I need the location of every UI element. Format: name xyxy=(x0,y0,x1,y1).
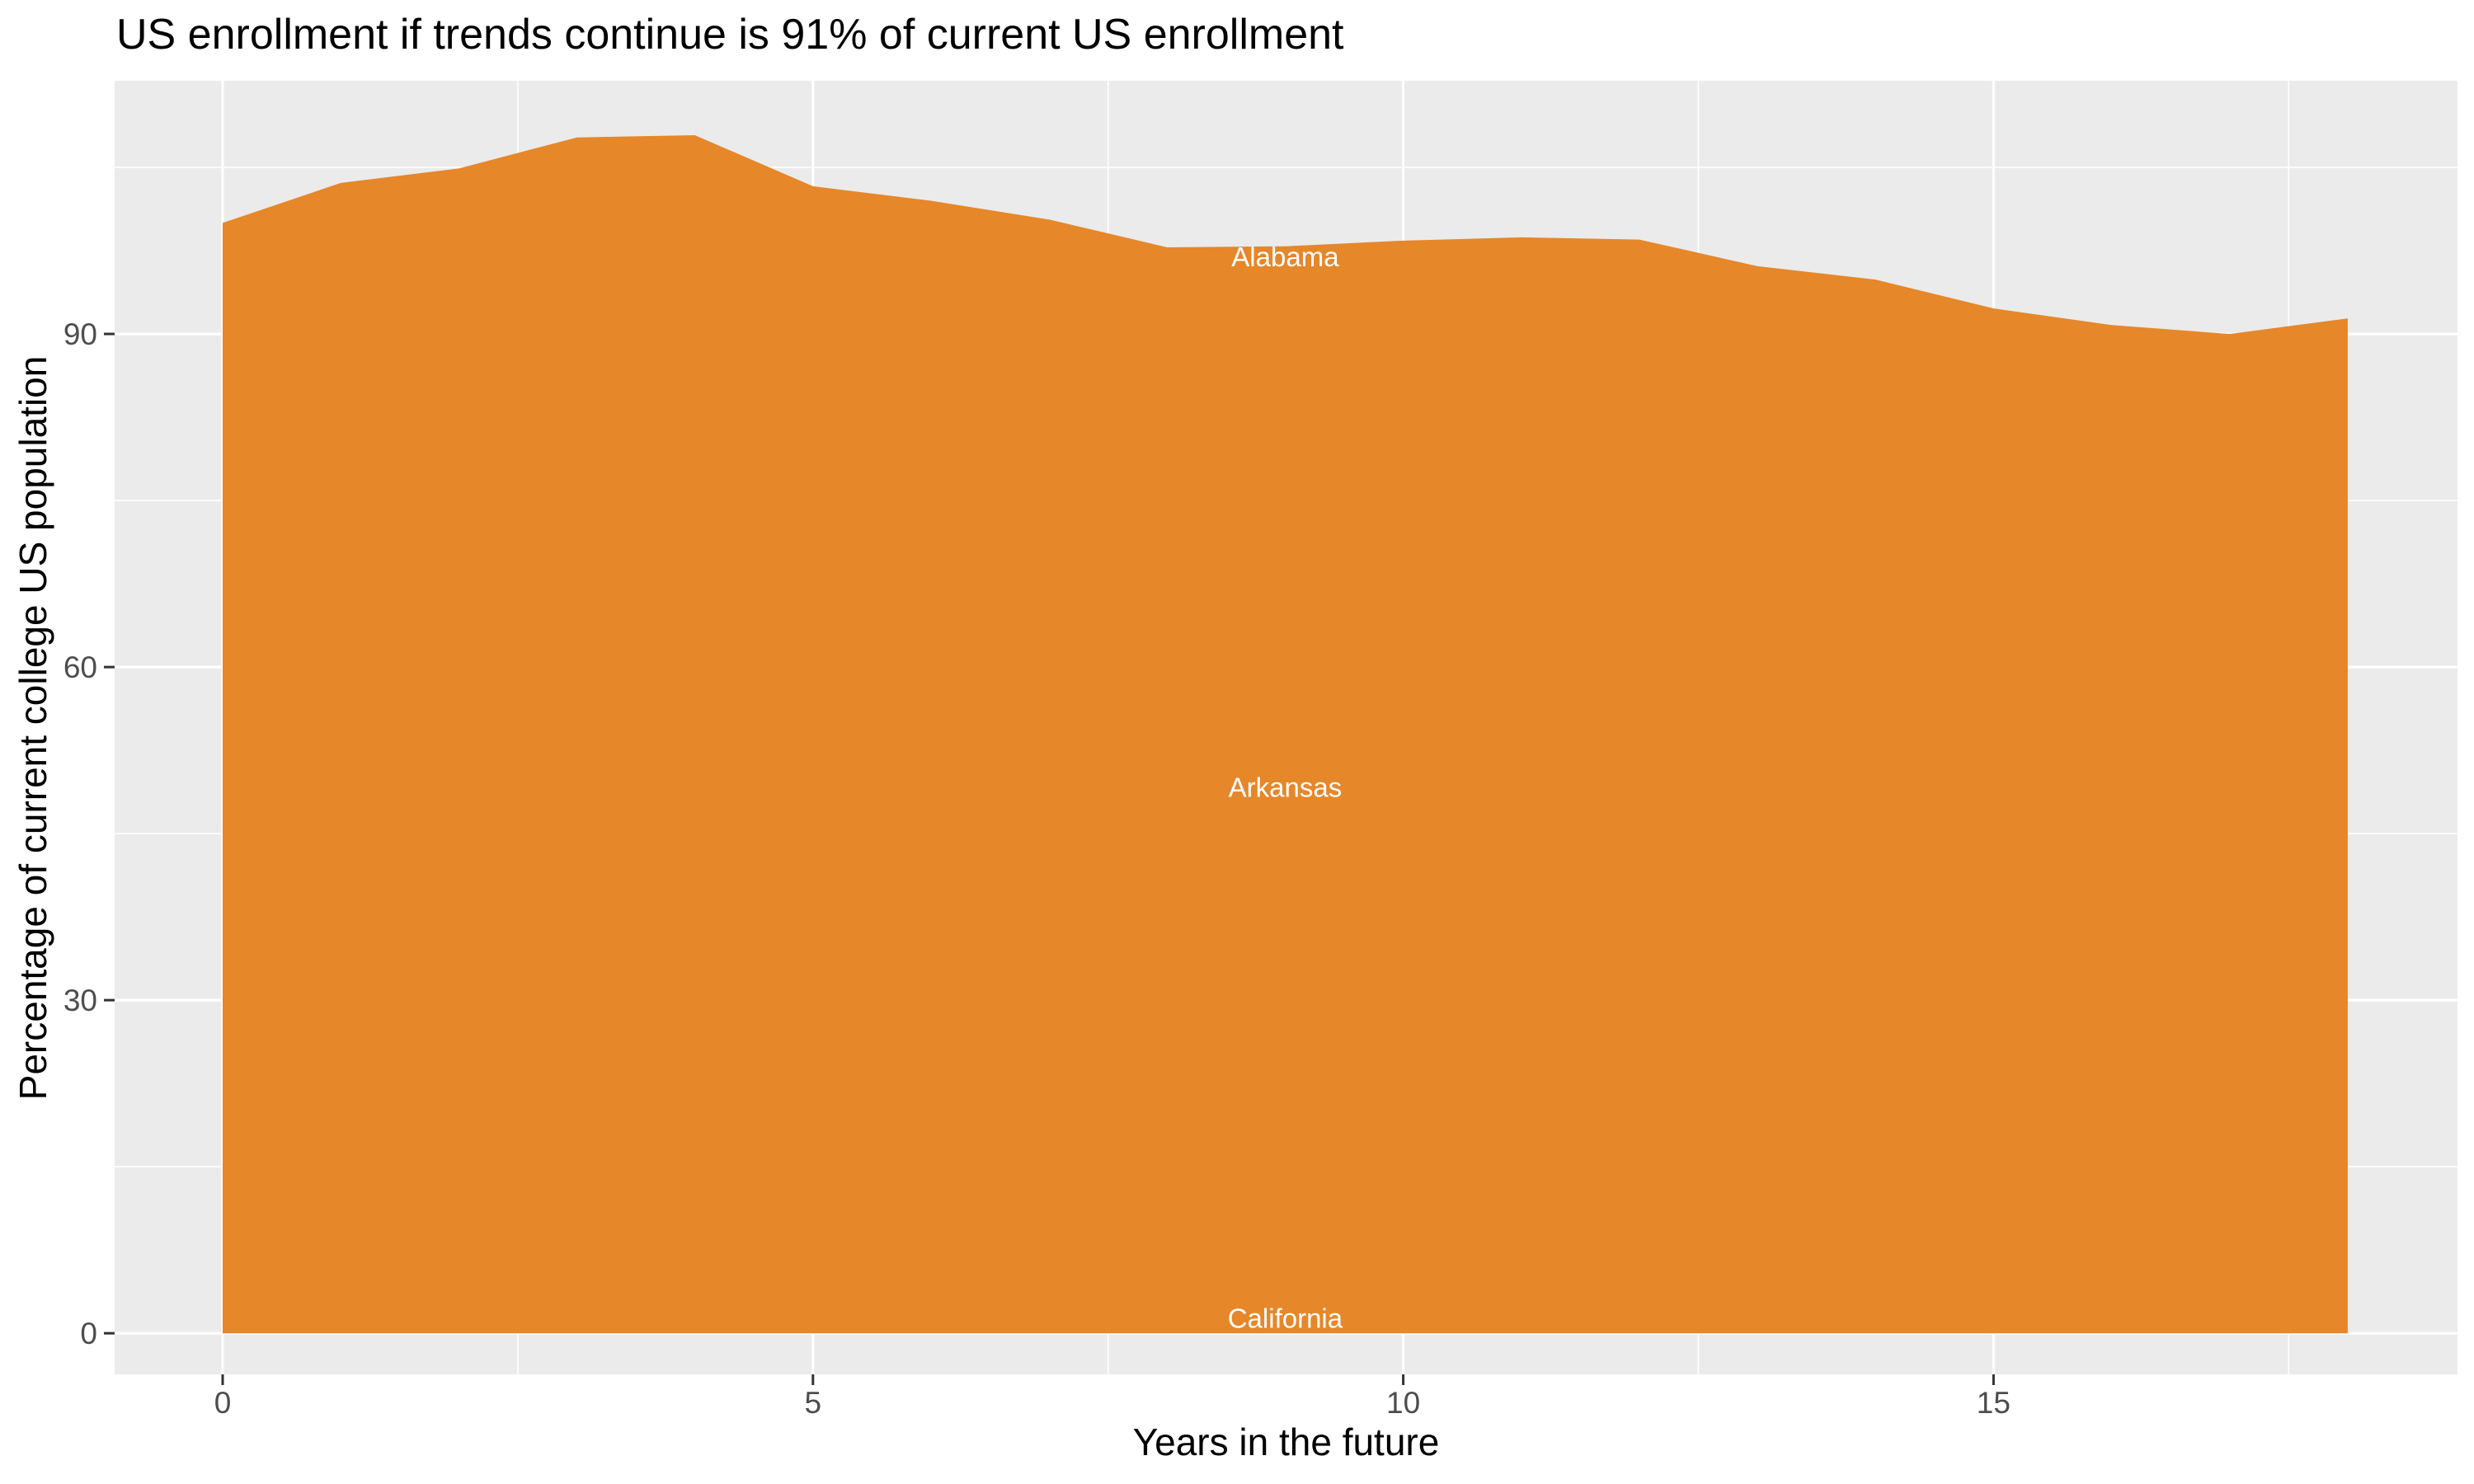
y-tick-label-0: 0 xyxy=(80,1317,97,1350)
stacked-area-total xyxy=(223,135,2348,1334)
x-tick-label-0: 0 xyxy=(214,1386,232,1420)
x-tick-label-10: 10 xyxy=(1386,1386,1420,1420)
area-label-california: California xyxy=(1228,1303,1343,1333)
chart-title: US enrollment if trends continue is 91% … xyxy=(116,11,1344,59)
y-tick-label-30: 30 xyxy=(63,984,97,1017)
area-label-arkansas: Arkansas xyxy=(1229,773,1343,803)
x-tick-label-15: 15 xyxy=(1977,1386,2011,1420)
y-axis-title: Percentage of current college US populat… xyxy=(12,355,54,1101)
area-label-alabama: Alabama xyxy=(1231,242,1339,272)
x-tick-label-5: 5 xyxy=(804,1386,821,1420)
x-axis-title: Years in the future xyxy=(1132,1421,1440,1463)
y-tick-label-60: 60 xyxy=(63,650,97,684)
y-tick-label-90: 90 xyxy=(63,317,97,351)
